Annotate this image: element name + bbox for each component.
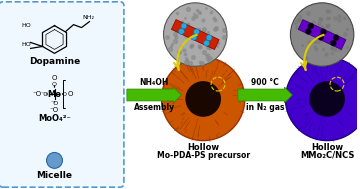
Text: HO: HO	[22, 42, 32, 47]
Text: O: O	[52, 82, 57, 87]
FancyArrow shape	[238, 87, 292, 103]
FancyArrow shape	[298, 19, 346, 50]
Text: ⁻O: ⁻O	[50, 101, 59, 106]
Text: HO: HO	[22, 23, 32, 28]
Text: NH₂: NH₂	[82, 15, 94, 20]
Circle shape	[206, 35, 212, 41]
FancyArrow shape	[127, 87, 181, 103]
Circle shape	[191, 34, 197, 40]
Text: 900 °C: 900 °C	[251, 78, 279, 87]
Circle shape	[179, 28, 184, 34]
Text: O: O	[52, 75, 57, 81]
FancyArrow shape	[171, 19, 219, 50]
Circle shape	[318, 34, 324, 40]
Circle shape	[291, 3, 354, 66]
Text: O: O	[62, 91, 67, 97]
Text: Hollow: Hollow	[187, 143, 219, 152]
Circle shape	[181, 23, 187, 29]
Circle shape	[163, 3, 227, 66]
Text: Dopamine: Dopamine	[29, 57, 80, 66]
Circle shape	[285, 57, 360, 141]
Text: Mo: Mo	[48, 90, 62, 98]
Circle shape	[330, 40, 336, 46]
Text: ⁻O: ⁻O	[32, 91, 41, 97]
Circle shape	[194, 29, 199, 35]
Circle shape	[185, 81, 221, 117]
Text: O: O	[68, 91, 73, 97]
Text: Mo-PDA-PS precursor: Mo-PDA-PS precursor	[157, 151, 250, 160]
Text: ⁻O: ⁻O	[50, 107, 59, 113]
Circle shape	[333, 35, 339, 41]
Circle shape	[320, 29, 327, 35]
Circle shape	[308, 23, 314, 29]
Text: Hollow: Hollow	[311, 143, 343, 152]
Text: NH₄OH: NH₄OH	[139, 78, 169, 87]
Circle shape	[305, 28, 311, 34]
FancyBboxPatch shape	[0, 2, 124, 187]
Text: Assembly: Assembly	[134, 103, 175, 112]
Text: MMo₂C/NCS: MMo₂C/NCS	[300, 151, 354, 160]
Circle shape	[46, 153, 62, 168]
Circle shape	[309, 81, 345, 117]
Text: MoO₄²⁻: MoO₄²⁻	[38, 114, 71, 123]
Circle shape	[204, 40, 210, 46]
Text: ⁻O: ⁻O	[40, 91, 49, 97]
Text: in N₂ gas: in N₂ gas	[246, 103, 284, 112]
Circle shape	[162, 57, 245, 141]
Text: Micelle: Micelle	[36, 171, 72, 180]
